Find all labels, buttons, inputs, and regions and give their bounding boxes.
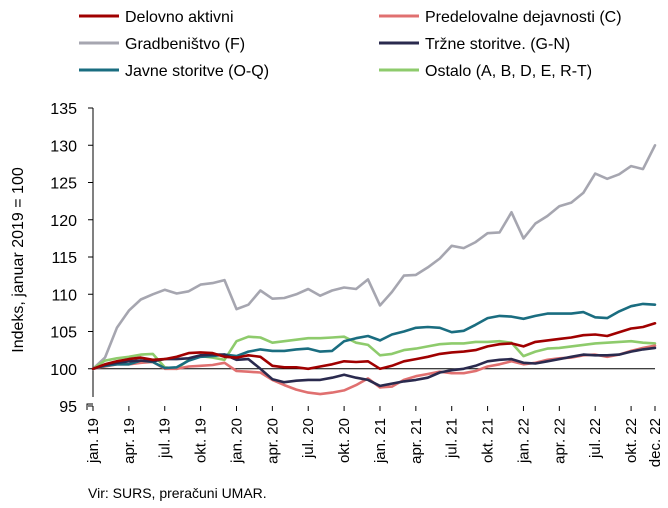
- x-tick-label: apr. 20: [264, 418, 281, 464]
- legend-label: Tržne storitve. (G-N): [425, 36, 570, 53]
- x-tick-label: jul. 21: [444, 418, 461, 459]
- y-tick-label: 100: [50, 362, 77, 379]
- y-tick-label: 105: [50, 325, 77, 342]
- series-line-1: [91, 344, 657, 396]
- x-tick-label: jul. 19: [157, 418, 174, 459]
- y-axis-label: Indeks, januar 2019 = 100: [10, 167, 27, 353]
- source-note: Vir: SURS, preračuni UMAR.: [88, 485, 267, 501]
- x-tick-label: okt. 22: [623, 418, 640, 463]
- legend-label: Javne storitve (O-Q): [125, 63, 269, 80]
- legend: Delovno aktivni Predelovalne dejavnosti (…: [79, 9, 622, 80]
- legend-label: Ostalo (A, B, D, E, R-T): [425, 63, 592, 80]
- y-tick-label: 130: [50, 138, 77, 155]
- x-tick-label: jan. 22: [515, 418, 532, 464]
- x-tick-label: okt. 19: [193, 418, 210, 463]
- x-tick-label: jan. 19: [85, 418, 102, 464]
- series-line-3: [91, 346, 657, 388]
- series-line-0: [91, 321, 657, 371]
- y-tick-label: 95: [59, 399, 77, 416]
- x-tick-label: jan. 21: [372, 418, 389, 464]
- axis-break-marker: [86, 403, 93, 410]
- x-tick-label: jan. 20: [228, 418, 245, 464]
- y-tick-label: 115: [51, 250, 77, 267]
- legend-item: Ostalo (A, B, D, E, R-T): [379, 63, 592, 80]
- y-tick-label: 125: [50, 176, 77, 193]
- series-lines: [91, 144, 657, 396]
- x-tick-label: okt. 20: [336, 418, 353, 463]
- series-line-4: [91, 302, 657, 371]
- legend-item: Tržne storitve. (G-N): [379, 36, 570, 53]
- x-tick-label: apr. 19: [121, 418, 138, 464]
- y-tick-label: 135: [50, 101, 77, 118]
- x-tick-label: okt. 21: [480, 418, 497, 463]
- x-tick-label: apr. 21: [408, 418, 425, 464]
- legend-item: Delovno aktivni: [79, 9, 234, 26]
- y-axis: 95 100 105 110 115 120 125 130 135: [50, 101, 94, 416]
- y-tick-label: 110: [51, 287, 77, 304]
- plot-area: 95 100 105 110 115 120 125 130 135 jan. 19 apr. 1…: [50, 101, 664, 467]
- x-tick-label: apr. 22: [551, 418, 568, 464]
- x-axis: jan. 19 apr. 19 jul. 19 okt. 19 jan. 20 apr. …: [85, 368, 664, 467]
- legend-item: Javne storitve (O-Q): [79, 63, 269, 80]
- legend-item: Gradbeništvo (F): [79, 36, 245, 53]
- legend-label: Gradbeništvo (F): [125, 36, 245, 53]
- legend-label: Predelovalne dejavnosti (C): [425, 9, 622, 26]
- legend-item: Predelovalne dejavnosti (C): [379, 9, 622, 26]
- legend-label: Delovno aktivni: [125, 9, 234, 26]
- x-tick-label: jul. 22: [587, 418, 604, 459]
- x-tick-label: jul. 20: [300, 418, 317, 459]
- x-tick-label: dec. 22: [647, 418, 664, 467]
- series-line-2: [91, 144, 657, 371]
- y-tick-label: 120: [50, 213, 77, 230]
